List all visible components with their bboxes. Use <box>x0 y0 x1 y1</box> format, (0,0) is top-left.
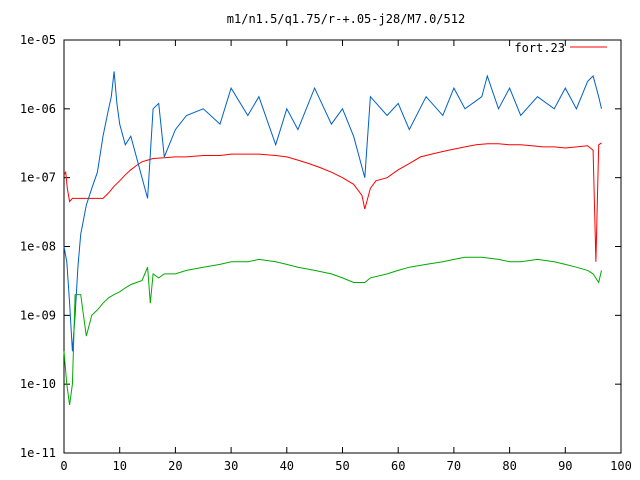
series-line-3 <box>63 256 602 405</box>
series-line-2 <box>63 71 602 352</box>
x-tick-label: 70 <box>447 459 461 473</box>
x-tick-label: 80 <box>502 459 516 473</box>
x-tick-label: 20 <box>168 459 182 473</box>
x-tick-label: 30 <box>224 459 238 473</box>
x-tick-label: 60 <box>391 459 405 473</box>
y-tick-label: 1e-10 <box>20 377 56 391</box>
x-tick-label: 10 <box>112 459 126 473</box>
series-line-1 <box>63 142 602 262</box>
x-tick-label: 40 <box>280 459 294 473</box>
x-tick-label: 0 <box>60 459 67 473</box>
legend: fort.23 <box>514 41 607 55</box>
y-tick-label: 1e-08 <box>20 240 56 254</box>
y-tick-label: 1e-07 <box>20 171 56 185</box>
y-tick-label: 1e-06 <box>20 102 56 116</box>
axes: 0 10 20 30 40 50 60 70 80 90 100 1e-11 1e-10 1e-09 1e-… <box>20 33 632 473</box>
y-tick-label: 1e-09 <box>20 308 56 322</box>
plot-frame <box>63 39 622 454</box>
x-tick-label: 100 <box>610 459 632 473</box>
series-layer <box>63 71 602 405</box>
x-tick-label: 50 <box>335 459 349 473</box>
y-tick-label: 1e-11 <box>20 446 56 460</box>
y-tick-label: 1e-05 <box>20 33 56 47</box>
legend-label-fort-23: fort.23 <box>514 41 565 55</box>
chart-title: m1/n1.5/q1.75/r-+.05-j28/M7.0/512 <box>227 12 465 26</box>
x-tick-label: 90 <box>558 459 572 473</box>
